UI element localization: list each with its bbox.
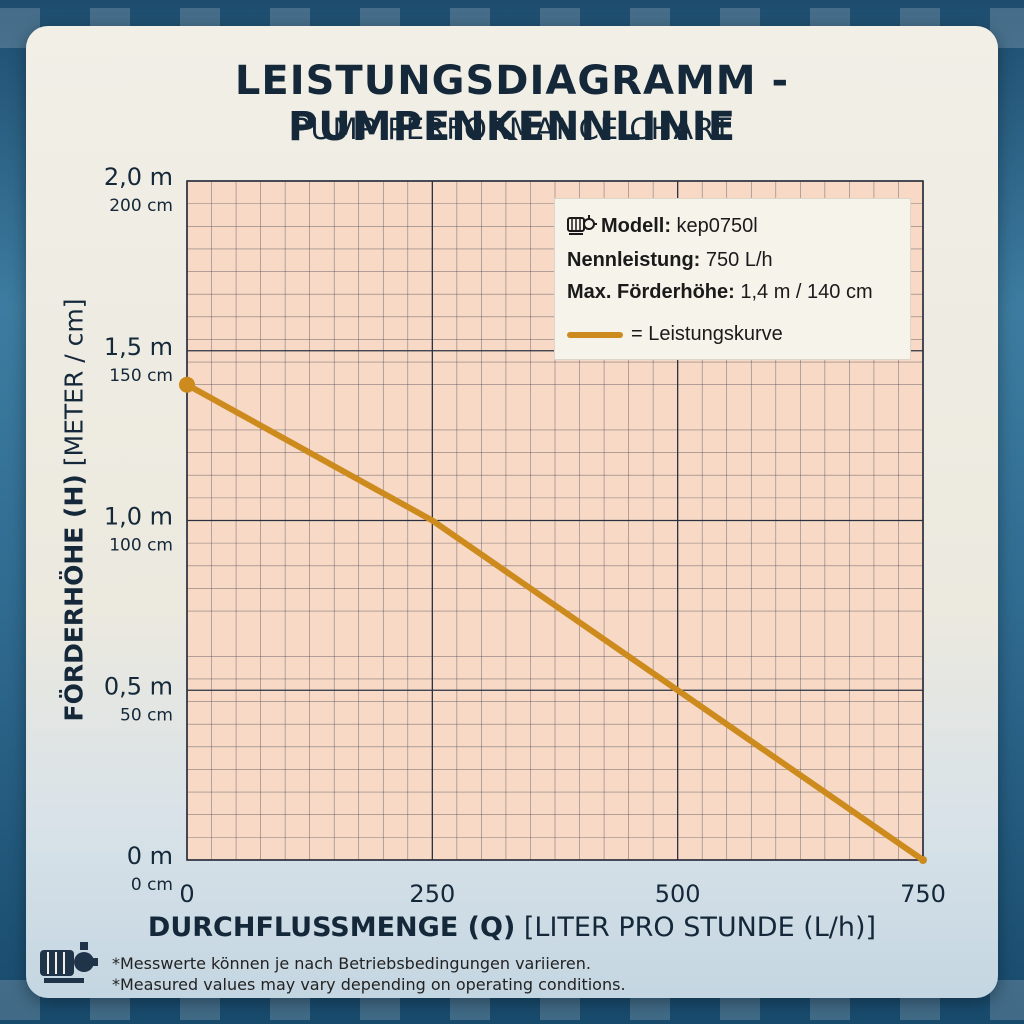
pump-icon <box>567 215 597 235</box>
y-axis-label: FÖRDERHÖHE (H) [METER / cm] <box>60 299 89 722</box>
y-tick-label: 0 m <box>127 842 173 870</box>
footnote-de: *Messwerte können je nach Betriebsbeding… <box>112 954 591 973</box>
legend-curve-swatch <box>567 331 623 338</box>
legend-rated-label: Nennleistung: <box>567 249 701 271</box>
y-tick-label: 1,5 m <box>104 333 173 361</box>
pump-icon-footer <box>40 942 98 983</box>
x-tick-label: 0 <box>179 880 194 908</box>
page-title: LEISTUNGSDIAGRAMM - PUMPENKENNLINIE <box>234 58 790 150</box>
legend-curve-label: = Leistungskurve <box>631 323 783 345</box>
legend-box: Modell: kep0750l Nennleistung: 750 L/h M… <box>554 198 911 360</box>
y-tick-sublabel: 200 cm <box>109 196 173 216</box>
x-axis-label-unit: [LITER PRO STUNDE (L/h)] <box>515 912 877 943</box>
x-axis-label-bold: DURCHFLUSSMENGE (Q) <box>147 912 516 943</box>
y-tick-label: 0,5 m <box>104 672 173 700</box>
y-tick-sublabel: 0 cm <box>131 875 173 895</box>
legend-curve: = Leistungskurve <box>567 323 783 346</box>
x-tick-label: 250 <box>409 880 455 908</box>
y-axis-label-bold: FÖRDERHÖHE (H) <box>59 474 89 722</box>
legend-model-label: Modell: <box>601 215 671 237</box>
legend-model: Modell: kep0750l <box>601 215 758 238</box>
legend-max-head-label: Max. Förderhöhe: <box>567 281 735 303</box>
page-subtitle: PUMP PERFORMANCE CHART <box>291 112 733 146</box>
curve-end-point <box>919 856 927 864</box>
y-tick-sublabel: 150 cm <box>109 366 173 386</box>
x-axis-label: DURCHFLUSSMENGE (Q) [LITER PRO STUNDE (L… <box>26 912 998 943</box>
footnote-en: *Measured values may vary depending on o… <box>112 975 626 994</box>
performance-curve <box>184 381 926 863</box>
legend-max-head: Max. Förderhöhe: 1,4 m / 140 cm <box>567 281 873 304</box>
legend-model-value: kep0750l <box>671 215 758 237</box>
legend-rated-value: 750 L/h <box>700 249 773 271</box>
y-tick-sublabel: 100 cm <box>109 536 173 556</box>
y-tick-label: 1,0 m <box>104 503 173 531</box>
plot-border <box>186 180 924 861</box>
y-tick-sublabel: 50 cm <box>120 705 173 725</box>
x-tick-label: 500 <box>655 880 701 908</box>
legend-rated: Nennleistung: 750 L/h <box>567 249 773 272</box>
curve-start-point <box>179 376 195 393</box>
y-axis-label-unit: [METER / cm] <box>59 298 89 475</box>
legend-max-head-value: 1,4 m / 140 cm <box>734 281 873 303</box>
x-tick-label: 750 <box>900 880 946 908</box>
y-tick-label: 2,0 m <box>104 163 173 191</box>
